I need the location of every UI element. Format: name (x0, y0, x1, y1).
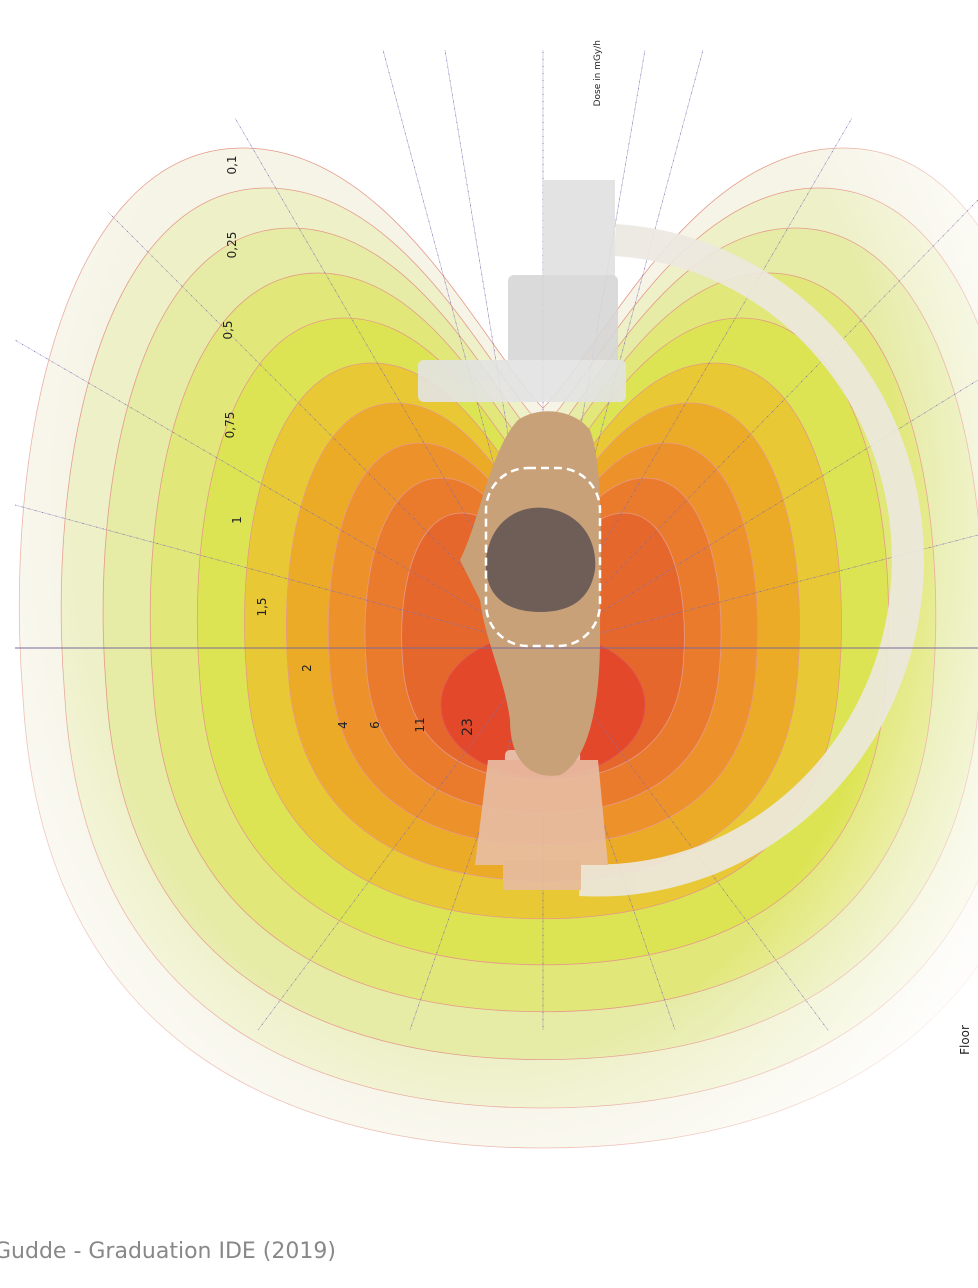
contour-label: 1 (230, 516, 244, 524)
contour-label: 23 (460, 718, 476, 736)
radial-line (14, 504, 544, 649)
field-outline (484, 466, 602, 648)
collimator (418, 360, 626, 402)
radial-line (14, 339, 544, 649)
contour-label: 6 (368, 721, 382, 729)
unit-label: Dose in mGy/h (593, 40, 603, 106)
contour-label: 0,1 (225, 155, 239, 174)
tube-top (543, 180, 615, 280)
c-arm-arc (579, 224, 924, 897)
radial-line (542, 379, 978, 649)
target-organ (485, 507, 596, 612)
contour-label: 0,5 (221, 320, 235, 339)
floor-label: Floor (958, 1025, 972, 1055)
c-arm (418, 180, 924, 897)
contour-label: 2 (300, 664, 314, 672)
contour-label: 4 (336, 721, 350, 729)
contour-label: 0,25 (225, 232, 239, 259)
contour-label: 0,75 (223, 412, 237, 439)
radial-line (257, 647, 544, 1031)
tube-housing (508, 275, 618, 365)
contour-label: 11 (413, 717, 427, 732)
detector-base (503, 860, 581, 890)
footer: Gudde - Graduation IDE (2019) (0, 1239, 336, 1264)
detector (475, 760, 608, 865)
radial-line (542, 199, 978, 649)
contour-label: 1,5 (255, 597, 269, 616)
